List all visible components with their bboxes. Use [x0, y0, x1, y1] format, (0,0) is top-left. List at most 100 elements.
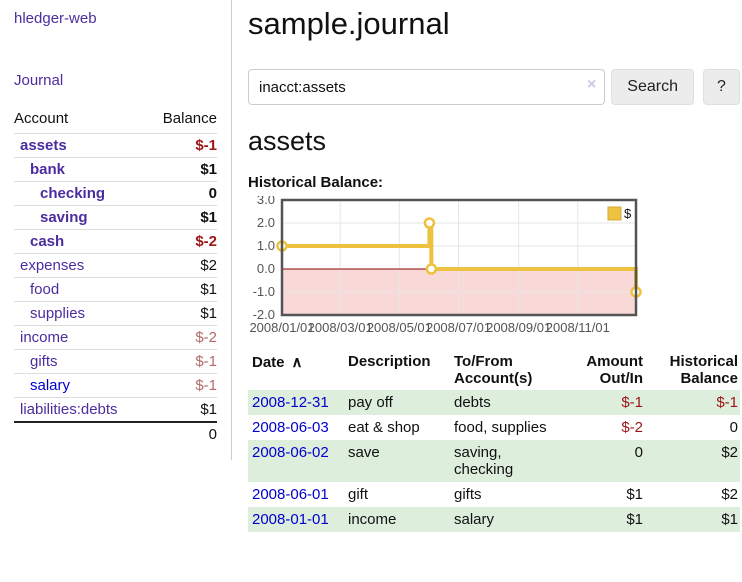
svg-text:2.0: 2.0 [257, 215, 275, 230]
account-balance: $2 [147, 253, 217, 278]
account-balance: $1 [147, 397, 217, 422]
accounts-total-balance: 0 [147, 421, 217, 446]
search-input-wrap: × [248, 69, 606, 105]
account-link[interactable]: food [30, 281, 60, 298]
account-row-saving: saving $1 [14, 205, 217, 230]
transaction-balance: $2 [721, 486, 738, 503]
transaction-description: income [348, 511, 397, 528]
account-link[interactable]: supplies [30, 305, 86, 322]
transaction-accounts: saving, checking [454, 444, 514, 478]
svg-text:2008/03/01: 2008/03/01 [308, 320, 373, 335]
account-balance: $-1 [147, 133, 217, 158]
account-row-salary: salary $-1 [14, 373, 217, 398]
accounts-header-account: Account [14, 110, 69, 127]
account-link[interactable]: income [20, 329, 69, 346]
account-balance: $-1 [147, 373, 217, 398]
svg-text:0.0: 0.0 [257, 261, 275, 276]
register-header-balance: Historical Balance [669, 353, 738, 387]
register-row: 2008-12-31 pay off debts $-1 $-1 [248, 390, 740, 415]
account-balance: $-1 [147, 349, 217, 374]
transaction-date-link[interactable]: 2008-06-02 [252, 444, 329, 461]
transaction-balance: $1 [721, 511, 738, 528]
search-input[interactable] [248, 69, 606, 105]
account-row-bank: bank $1 [14, 157, 217, 182]
svg-text:3.0: 3.0 [257, 196, 275, 207]
svg-text:2008/11/01: 2008/11/01 [546, 320, 610, 335]
search-button[interactable]: Search [611, 69, 694, 105]
account-row-expenses: expenses $2 [14, 253, 217, 278]
account-row-liabilities-debts: liabilities:debts $1 [14, 397, 217, 422]
transaction-balance: $2 [721, 444, 738, 461]
search-bar: × Search ? [248, 69, 740, 105]
transaction-balance: $-1 [716, 394, 738, 411]
clear-search-icon[interactable]: × [586, 76, 597, 93]
transaction-date-link[interactable]: 2008-06-03 [252, 419, 329, 436]
register-header-description: Description [348, 353, 431, 370]
accounts-header-row: Account Balance [14, 106, 217, 134]
account-balance: 0 [147, 181, 217, 206]
register-table: Date ∧ Description To/From Account(s) Amo… [248, 350, 740, 532]
register-row: 2008-01-01 income salary $1 $1 [248, 507, 740, 532]
transaction-description: save [348, 444, 380, 461]
account-balance: $-2 [147, 229, 217, 254]
account-link[interactable]: salary [30, 377, 71, 394]
transaction-accounts: gifts [454, 486, 482, 503]
sidebar: hledger-web Journal Account Balance asse… [0, 0, 232, 460]
account-link[interactable]: saving [40, 209, 88, 226]
help-button[interactable]: ? [703, 69, 740, 105]
account-row-supplies: supplies $1 [14, 301, 217, 326]
chart-title: Historical Balance: [248, 174, 384, 191]
sidebar-item-journal[interactable]: Journal [14, 72, 64, 89]
svg-text:2008/07/01: 2008/07/01 [426, 320, 491, 335]
account-link[interactable]: assets [20, 137, 67, 154]
account-link[interactable]: bank [30, 161, 66, 178]
page-title: sample.journal [248, 6, 450, 41]
account-heading: assets [248, 126, 327, 156]
register-row: 2008-06-02 save saving, checking 0 $2 [248, 440, 740, 482]
account-balance: $1 [147, 157, 217, 182]
account-link[interactable]: expenses [20, 257, 85, 274]
account-row-checking: checking 0 [14, 181, 217, 206]
account-balance: $1 [147, 301, 217, 326]
register-header-date[interactable]: Date ∧ [252, 354, 303, 371]
account-row-income: income $-2 [14, 325, 217, 350]
accounts-total-row: 0 [14, 421, 217, 446]
svg-text:2008/01/01: 2008/01/01 [249, 320, 314, 335]
account-link[interactable]: cash [30, 233, 65, 250]
transaction-amount: $-2 [621, 419, 643, 436]
transaction-amount: $1 [626, 486, 643, 503]
register-header-accounts: To/From Account(s) [454, 353, 533, 387]
app-title-link[interactable]: hledger-web [14, 10, 97, 27]
svg-text:1.0: 1.0 [257, 238, 275, 253]
transaction-accounts: food, supplies [454, 419, 547, 436]
account-balance: $-2 [147, 325, 217, 350]
account-balance: $1 [147, 205, 217, 230]
account-row-food: food $1 [14, 277, 217, 302]
transaction-balance: 0 [729, 419, 738, 436]
transaction-amount: $1 [626, 511, 643, 528]
transaction-amount: $-1 [621, 394, 643, 411]
account-row-assets: assets $-1 [14, 133, 217, 158]
transaction-date-link[interactable]: 2008-12-31 [252, 394, 329, 411]
account-link[interactable]: checking [40, 185, 106, 202]
transaction-amount: 0 [634, 444, 643, 461]
svg-text:-2.0: -2.0 [253, 307, 275, 322]
transaction-description: eat & shop [348, 419, 420, 436]
sort-asc-icon: ∧ [291, 354, 303, 371]
svg-text:2008/05/01: 2008/05/01 [367, 320, 432, 335]
accounts-header-balance: Balance [162, 110, 217, 127]
historical-balance-chart: $3.0 2.0 1.0 0.0 -1.0 -2.0 2008/01/01 2008/03/0… [248, 192, 650, 336]
svg-text:-1.0: -1.0 [253, 284, 275, 299]
svg-text:$: $ [624, 206, 632, 221]
transaction-date-link[interactable]: 2008-06-01 [252, 486, 329, 503]
transaction-description: pay off [348, 394, 393, 411]
account-link[interactable]: gifts [30, 353, 58, 370]
svg-text:2008/09/01: 2008/09/01 [486, 320, 551, 335]
transaction-accounts: debts [454, 394, 491, 411]
account-row-gifts: gifts $-1 [14, 349, 217, 374]
transaction-date-link[interactable]: 2008-01-01 [252, 511, 329, 528]
account-link[interactable]: liabilities:debts [20, 401, 118, 418]
accounts-table: Account Balance assets $-1 bank $1 check… [14, 106, 217, 446]
register-header-amount: Amount Out/In [586, 353, 643, 387]
account-balance: $1 [147, 277, 217, 302]
